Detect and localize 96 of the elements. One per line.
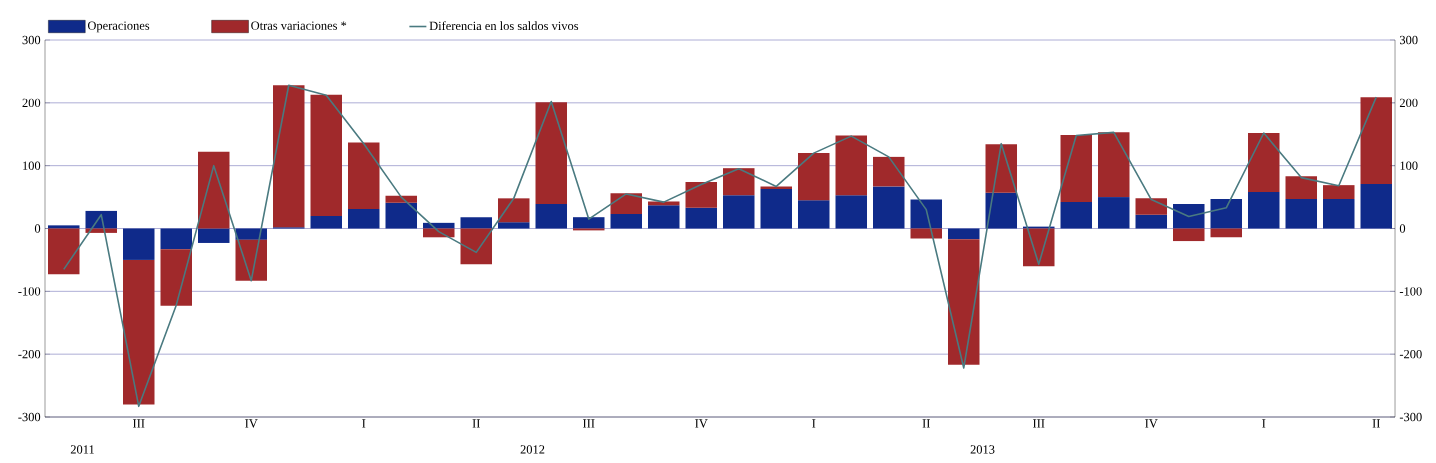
bar: [798, 200, 830, 229]
x-tick-label: IV: [245, 419, 258, 428]
bar: [1285, 198, 1318, 229]
bar: [910, 199, 942, 229]
bar: [123, 228, 155, 260]
bar: [310, 215, 342, 229]
legend-label: Diferencia en los saldos vivos: [429, 21, 579, 31]
x-tick-label: II: [922, 419, 930, 428]
y2-tick-label: 300: [1399, 35, 1418, 45]
bar: [723, 195, 755, 229]
bar: [685, 207, 717, 229]
x-tick-label: II: [472, 419, 480, 428]
y-tick-label: 300: [22, 35, 41, 45]
text: 2011: [70, 445, 94, 454]
bar: [1135, 198, 1168, 215]
bar: [1285, 176, 1318, 199]
bar: [310, 94, 342, 216]
y-tick-label: 200: [22, 98, 41, 108]
bar: [273, 85, 305, 228]
y-tick-label: 100: [23, 161, 41, 170]
bar: [348, 209, 380, 229]
bar: [648, 205, 680, 229]
bar: [1210, 228, 1243, 238]
bar: [460, 228, 492, 265]
bar: [160, 228, 192, 250]
bar: [573, 217, 605, 229]
bar: [985, 192, 1018, 229]
x-tick-label: I: [362, 419, 366, 428]
x-tick-label: III: [1032, 419, 1045, 428]
bar: [910, 228, 942, 239]
bar: [948, 228, 980, 240]
bar: [610, 193, 642, 215]
bar: [1248, 192, 1280, 229]
y2-tick-label: 100: [1400, 161, 1418, 170]
text: 2013: [970, 445, 995, 454]
bar: [1023, 228, 1055, 267]
bar: [835, 135, 867, 196]
bar: [685, 182, 717, 208]
bar: [198, 228, 230, 243]
y2-tick-label: 200: [1399, 98, 1418, 108]
x-tick-label: III: [582, 419, 595, 428]
line-series: [62, 84, 1378, 408]
x-tick-label: I: [1262, 419, 1266, 428]
bar: [385, 195, 417, 203]
bar: [1098, 132, 1130, 198]
y-tick-label: 0: [34, 224, 41, 233]
bar: [385, 202, 417, 229]
y-tick-label: -300: [18, 412, 41, 422]
bar: [498, 222, 530, 229]
bar: [48, 225, 80, 229]
bar: [1173, 228, 1205, 242]
bar: [1060, 134, 1093, 203]
bar: [123, 259, 155, 405]
x-tick-label: I: [812, 419, 816, 428]
bar: [873, 186, 905, 229]
bar: [498, 198, 530, 223]
bar: [1210, 198, 1243, 229]
text: 2012: [520, 445, 545, 454]
bar: [723, 168, 755, 196]
bar: [160, 249, 192, 306]
bar: [423, 222, 455, 229]
bar: [1098, 197, 1130, 229]
bar: [1173, 204, 1205, 229]
bar: [348, 142, 380, 210]
bar: [835, 195, 867, 229]
y-tick-label: -200: [18, 349, 41, 359]
bar: [85, 210, 117, 229]
y2-tick-label: -100: [1399, 287, 1422, 296]
y-tick-label: -100: [18, 287, 41, 296]
x-tick-label: IV: [695, 419, 708, 428]
legend-label: Otras variaciones *: [251, 21, 347, 30]
x-tick-label: II: [1372, 419, 1380, 428]
bar: [798, 153, 830, 201]
bar: [535, 204, 567, 229]
y2-tick-label: 0: [1399, 224, 1406, 233]
bar: [198, 151, 230, 229]
x-tick-label: IV: [1145, 419, 1158, 428]
legend-label: Operaciones: [87, 21, 150, 33]
y2-tick-label: -300: [1399, 412, 1422, 422]
bar: [1135, 214, 1168, 229]
bar: [760, 188, 792, 229]
bar: [460, 217, 492, 229]
bar: [1060, 202, 1093, 229]
bar: [1323, 185, 1355, 199]
bar: [1248, 133, 1280, 193]
y2-tick-label: -200: [1399, 349, 1422, 359]
bar: [873, 156, 905, 187]
bar: [760, 186, 792, 189]
bar: [48, 228, 80, 275]
x-tick-label: III: [132, 419, 145, 428]
bar: [948, 239, 980, 365]
bar: [1360, 183, 1393, 229]
bar: [610, 214, 642, 229]
bar: [1360, 97, 1393, 184]
bar: [1323, 198, 1355, 229]
bar: [535, 102, 567, 204]
